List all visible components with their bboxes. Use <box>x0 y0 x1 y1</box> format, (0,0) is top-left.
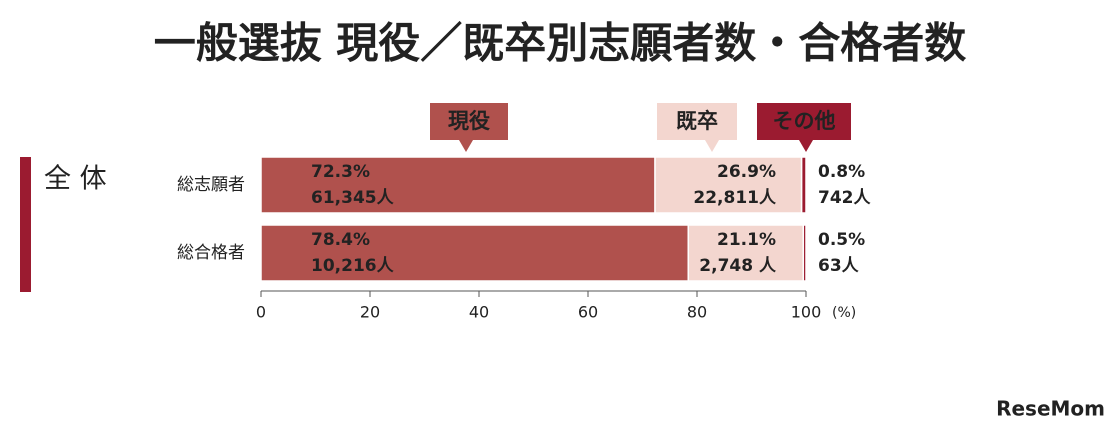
bar-segment <box>260 224 690 282</box>
category-label: 総合格者 <box>177 243 245 263</box>
x-tick-label: 40 <box>469 303 489 322</box>
count-label: 61,345人 <box>311 188 395 208</box>
x-tick-label: 100 <box>791 303 822 322</box>
legend-label: その他 <box>773 109 836 133</box>
count-label: 742人 <box>818 188 871 208</box>
bar-segment <box>800 156 807 214</box>
legend-pointer <box>799 140 813 152</box>
value-label: 78.4% <box>311 230 370 250</box>
legend-box <box>657 103 737 140</box>
legend-pointer <box>459 140 473 152</box>
value-label: 0.5% <box>818 230 865 250</box>
count-label: 63人 <box>818 256 860 276</box>
group-label: 全 体 <box>44 164 107 195</box>
legend-box <box>757 103 851 140</box>
legend-pointer <box>705 140 719 152</box>
x-unit: (%) <box>832 305 856 321</box>
legend-box <box>430 103 508 140</box>
chart-title: 一般選抜 現役／既卒別志願者数・合格者数 <box>154 19 967 68</box>
value-label: 72.3% <box>311 162 370 182</box>
legend-label: 既卒 <box>676 109 718 133</box>
legend-label: 現役 <box>448 109 490 133</box>
x-tick-label: 0 <box>256 303 266 322</box>
bar-segment <box>654 156 803 214</box>
value-label: 26.9% <box>717 162 776 182</box>
bar-segment <box>260 156 656 214</box>
group-marker <box>20 157 31 292</box>
bar-segment <box>802 224 807 282</box>
count-label: 2,748 人 <box>699 256 777 276</box>
category-label: 総志願者 <box>177 175 245 195</box>
bar-segment <box>687 224 805 282</box>
value-label: 0.8% <box>818 162 865 182</box>
value-label: 21.1% <box>717 230 776 250</box>
x-tick-label: 80 <box>687 303 707 322</box>
watermark: ReseMom <box>996 397 1105 421</box>
x-tick-label: 60 <box>578 303 598 322</box>
x-tick-label: 20 <box>360 303 380 322</box>
count-label: 22,811人 <box>693 188 777 208</box>
count-label: 10,216人 <box>311 256 395 276</box>
